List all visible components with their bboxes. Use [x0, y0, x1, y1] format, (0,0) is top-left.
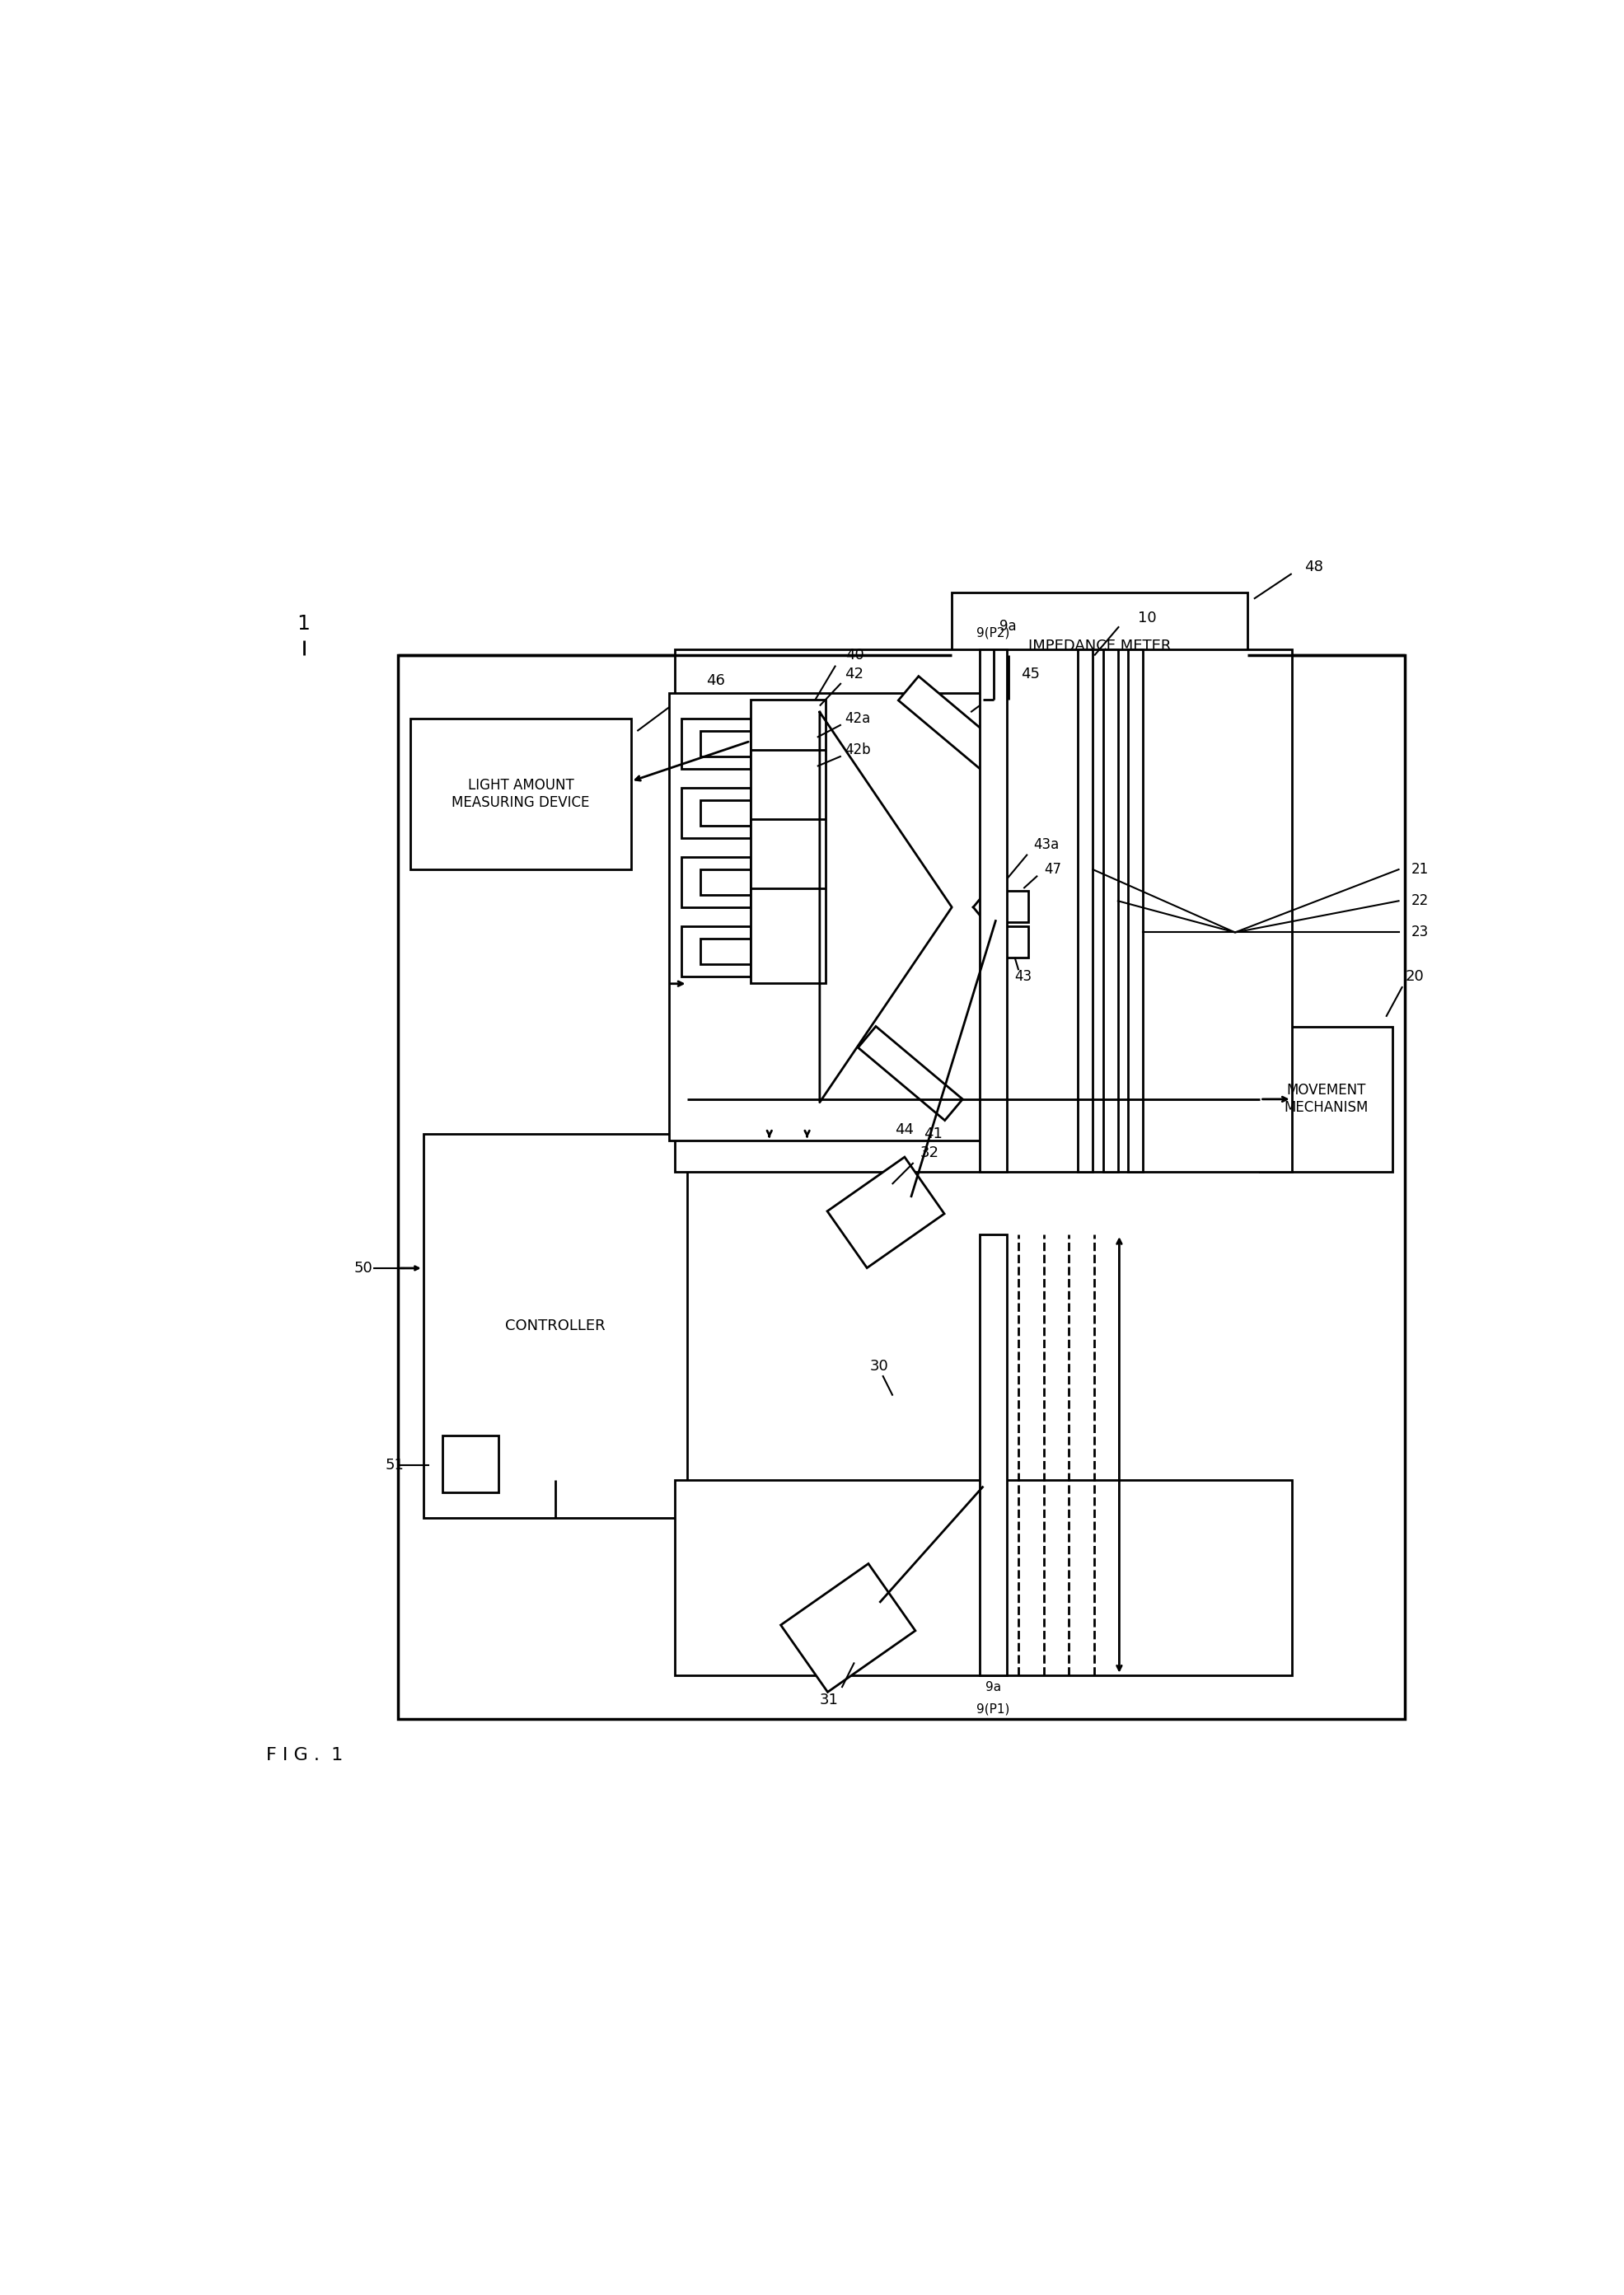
Bar [398, 656, 1405, 1719]
Bar [669, 693, 989, 1141]
Bar [979, 649, 1007, 1170]
Text: 48: 48 [1304, 560, 1324, 574]
Text: 22: 22 [1411, 893, 1429, 909]
Text: 23: 23 [1411, 925, 1429, 941]
Bar [781, 1563, 916, 1691]
Bar [676, 649, 1291, 1170]
Text: CONTROLLER: CONTROLLER [505, 1317, 606, 1333]
Bar [682, 787, 750, 838]
Text: 10: 10 [1137, 610, 1156, 624]
Bar [411, 718, 630, 870]
Bar [676, 1480, 1291, 1675]
Bar [682, 927, 750, 975]
Text: 46: 46 [706, 672, 726, 688]
Bar [952, 592, 1247, 700]
Bar [750, 700, 827, 982]
Bar [700, 870, 750, 895]
Text: 9a: 9a [986, 1682, 1002, 1694]
Text: 51: 51 [385, 1457, 404, 1473]
Text: 31: 31 [820, 1694, 838, 1707]
Bar [424, 1134, 687, 1517]
Bar [442, 1437, 499, 1492]
Bar [682, 718, 750, 769]
Bar [1005, 890, 1028, 923]
Text: 41: 41 [924, 1127, 942, 1141]
Text: LIGHT AMOUNT
MEASURING DEVICE: LIGHT AMOUNT MEASURING DEVICE [451, 778, 590, 810]
Text: 44: 44 [895, 1122, 914, 1138]
Text: IMPEDANCE METER: IMPEDANCE METER [1028, 638, 1171, 654]
Text: 43a: 43a [1034, 838, 1059, 851]
Bar [898, 677, 1005, 773]
Text: 42a: 42a [844, 711, 870, 725]
Text: 43: 43 [1015, 968, 1033, 985]
Bar [700, 939, 750, 964]
Bar [700, 801, 750, 826]
Text: 45: 45 [1021, 668, 1039, 682]
Text: 9(P2): 9(P2) [976, 627, 1010, 638]
Text: 42b: 42b [844, 744, 870, 757]
Text: 20: 20 [1405, 968, 1424, 985]
Text: 50: 50 [354, 1260, 374, 1276]
Bar [1260, 1026, 1392, 1170]
Text: 32: 32 [921, 1145, 939, 1159]
Text: 9(P1): 9(P1) [976, 1703, 1010, 1714]
Text: MOVEMENT
MECHANISM: MOVEMENT MECHANISM [1285, 1083, 1369, 1115]
Text: 30: 30 [870, 1359, 888, 1375]
Bar [857, 1026, 963, 1120]
Text: 21: 21 [1411, 863, 1429, 877]
Text: F I G .  1: F I G . 1 [266, 1746, 343, 1763]
Bar [827, 1157, 944, 1267]
Text: 47: 47 [1044, 863, 1060, 877]
Bar [1078, 649, 1093, 1170]
Bar [1103, 649, 1117, 1170]
Text: 1: 1 [297, 615, 310, 633]
Bar [700, 732, 750, 755]
Bar [979, 1235, 1007, 1675]
Bar [1129, 649, 1143, 1170]
Text: 9a: 9a [1000, 620, 1017, 633]
Text: 40: 40 [844, 647, 864, 663]
Bar [682, 856, 750, 907]
Bar [1005, 927, 1028, 957]
Text: 42: 42 [844, 668, 864, 682]
